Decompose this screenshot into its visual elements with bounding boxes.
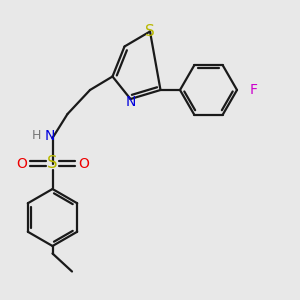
Text: S: S: [47, 154, 58, 172]
Text: N: N: [44, 129, 55, 142]
Text: N: N: [125, 95, 136, 109]
Text: O: O: [16, 157, 27, 170]
Text: S: S: [145, 24, 155, 39]
Text: H: H: [31, 129, 41, 142]
Text: F: F: [250, 83, 258, 97]
Text: O: O: [78, 157, 89, 170]
